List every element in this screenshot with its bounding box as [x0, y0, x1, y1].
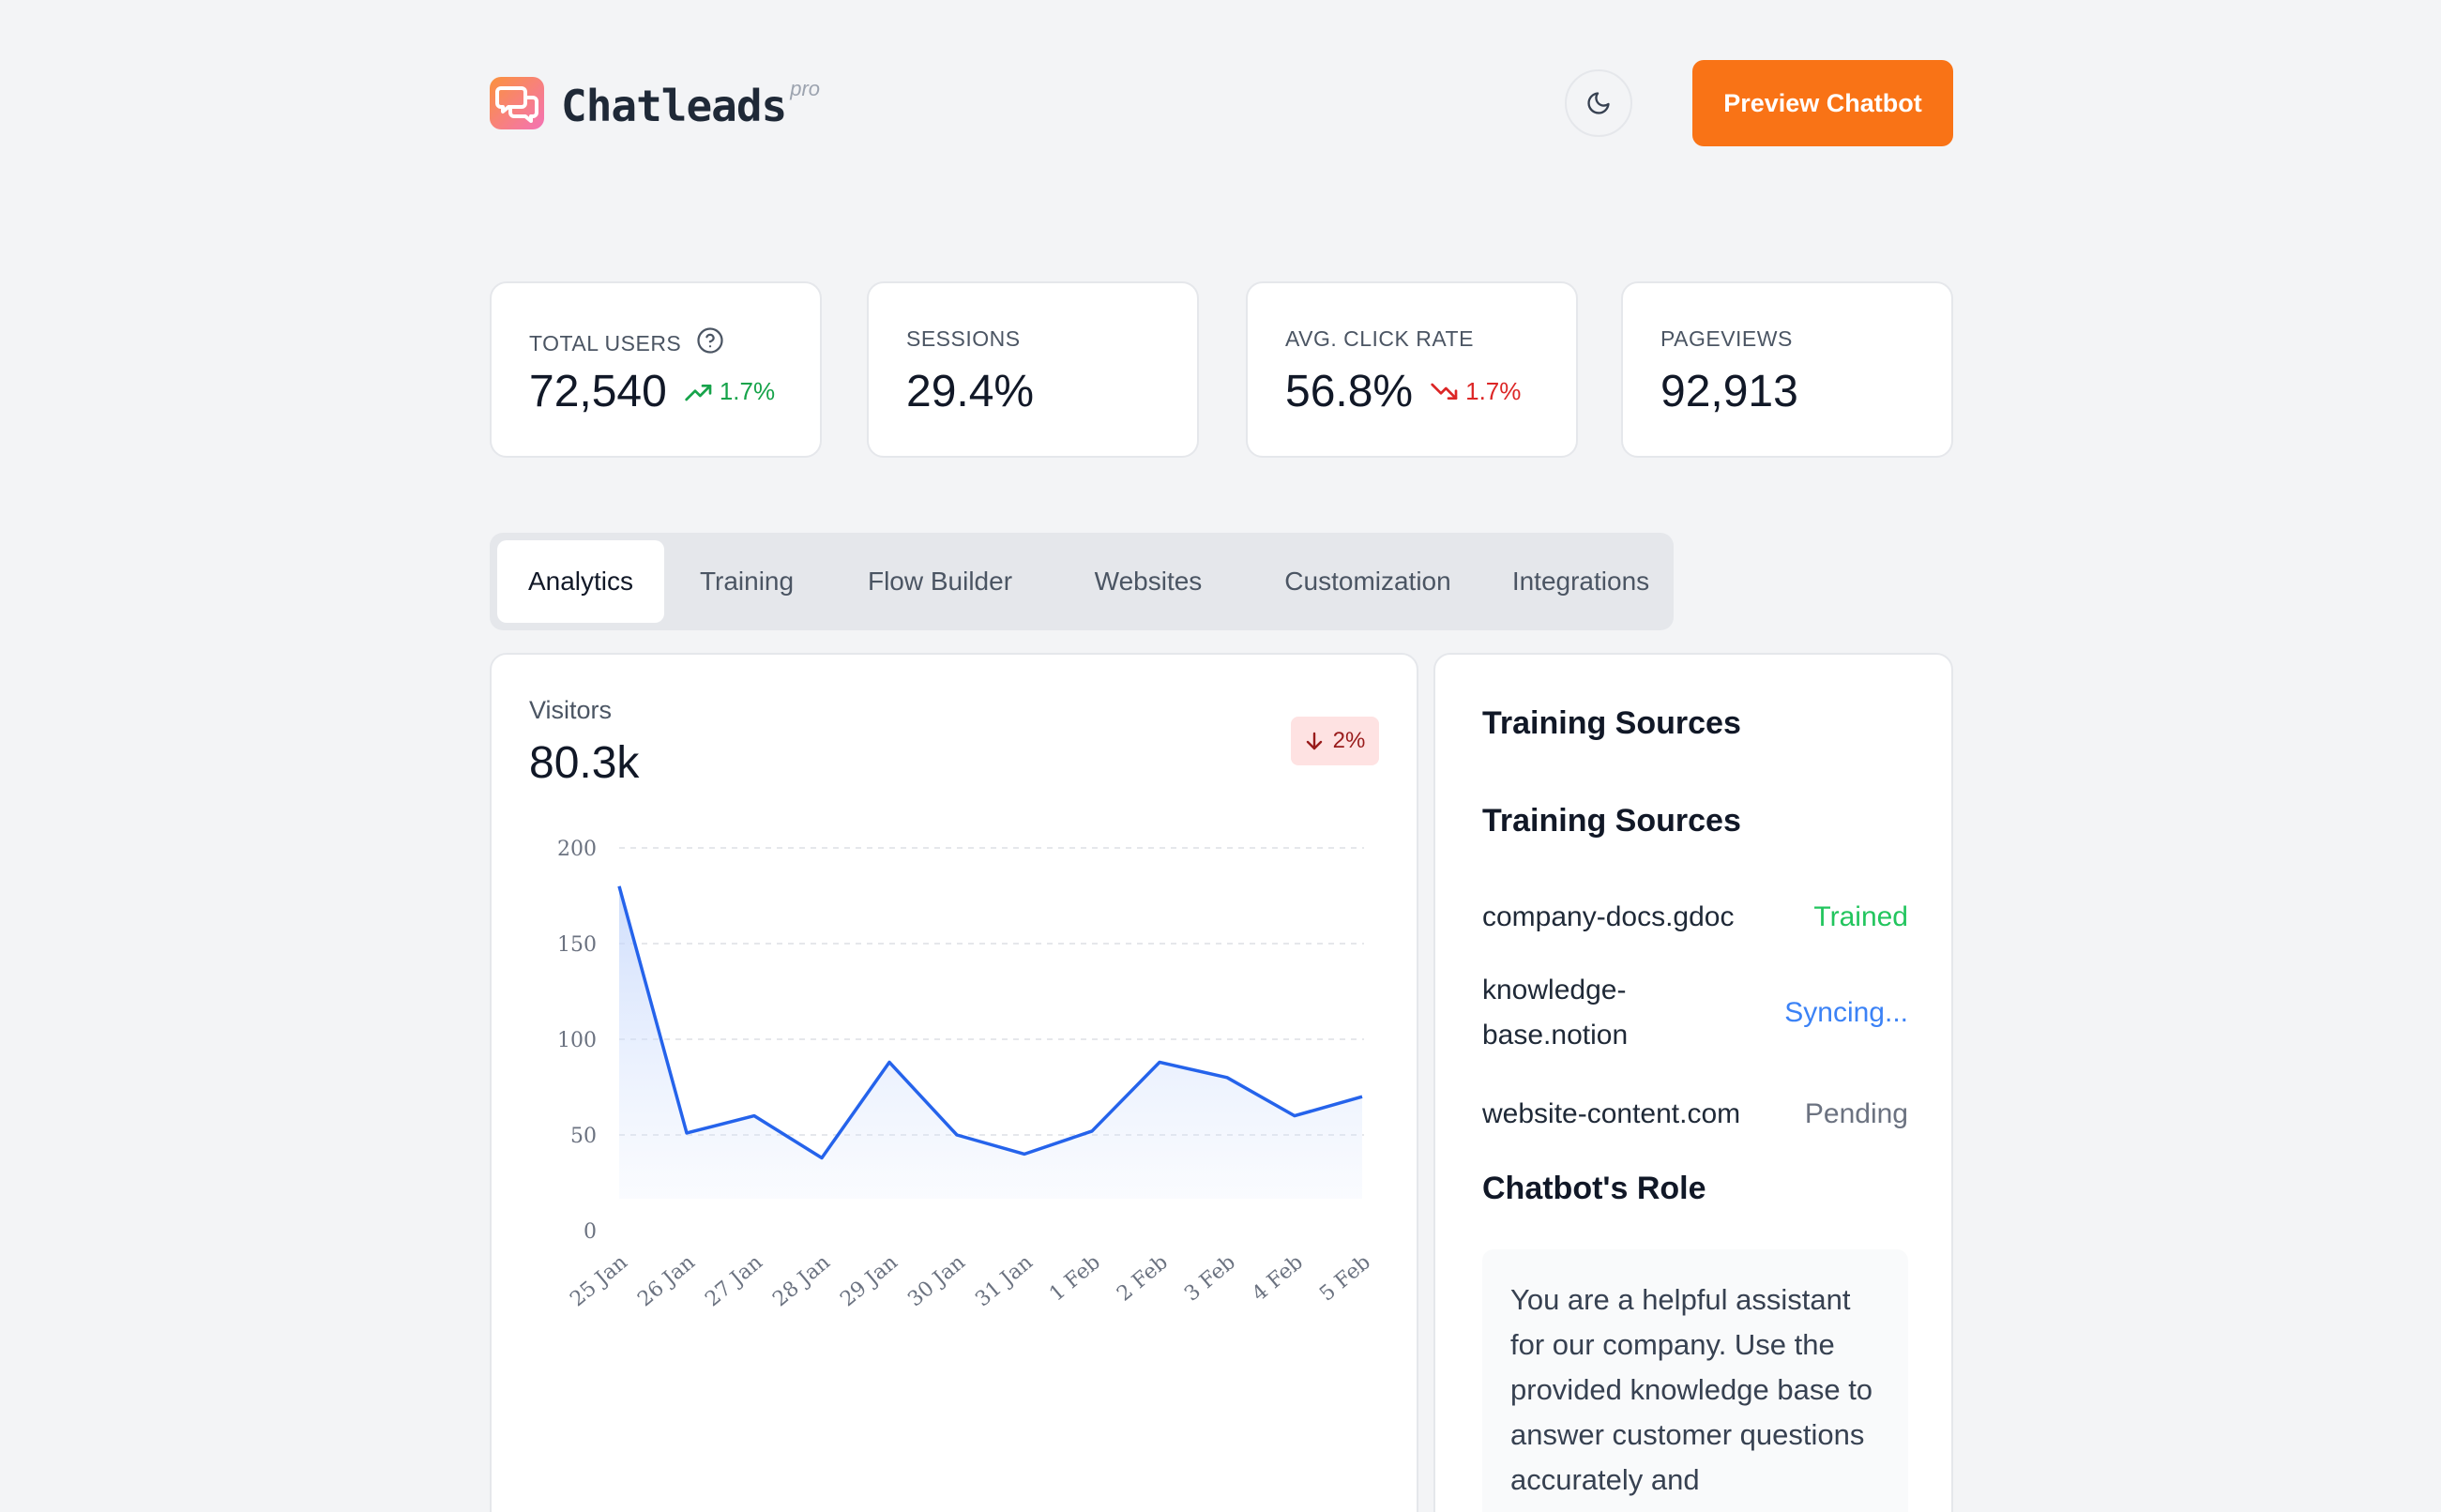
delta-down: 1.7%	[1430, 377, 1521, 406]
visitors-chart: 0 50 100 150 200 25 Jan 26 Jan 27 Jan 28 Jan 29 …	[557, 838, 1375, 1311]
source-name-line: knowledge-	[1482, 975, 1627, 1005]
tab-analytics[interactable]: Analytics	[497, 540, 664, 623]
x-tick-label: 29 Jan	[836, 1250, 902, 1311]
visitors-chart-card: Visitors 80.3k 2% 0 50 100 150 200 25 Jan 26 …	[490, 653, 1418, 1512]
delta-text: 1.7%	[1465, 377, 1522, 405]
source-row[interactable]: knowledge- base.notion Syncing...	[1482, 968, 1908, 1058]
theme-toggle-button[interactable]	[1565, 69, 1632, 137]
stat-value-text: 56.8%	[1285, 367, 1414, 416]
logo-pro-badge: pro	[790, 77, 821, 100]
stat-value: 29.4%	[906, 366, 1034, 417]
source-name: knowledge- base.notion	[1482, 968, 1628, 1058]
stat-value: 56.8% 1.7%	[1285, 366, 1521, 417]
stat-value: 92,913	[1660, 366, 1798, 417]
source-name-line: base.notion	[1482, 1020, 1629, 1051]
stat-label: TOTAL USERS	[529, 326, 724, 360]
y-tick-label: 150	[557, 933, 597, 957]
status-pending: Pending	[1804, 1098, 1908, 1129]
tab-integrations[interactable]: Integrations	[1511, 567, 1650, 596]
source-name: website-content.com	[1482, 1098, 1741, 1129]
tab-customization[interactable]: Customization	[1284, 567, 1451, 596]
source-name: company-docs.gdoc	[1482, 901, 1735, 932]
status-trained: Trained	[1813, 901, 1908, 932]
tab-websites[interactable]: Websites	[1094, 567, 1203, 596]
chatbot-role-heading: Chatbot's Role	[1482, 1171, 1706, 1206]
x-tick-label: 25 Jan	[566, 1250, 632, 1311]
trending-down-icon	[1431, 383, 1458, 400]
logo-text: Chatleads	[561, 81, 787, 131]
change-badge-text: 2%	[1332, 728, 1366, 753]
page: Chatleads pro Preview Chatbot TOTAL USER…	[490, 0, 1953, 1512]
stat-card-sessions: SESSIONS 29.4%	[867, 281, 1199, 458]
tab-flow-builder[interactable]: Flow Builder	[867, 567, 1013, 596]
tab-bar: Analytics Training Flow Builder Websites…	[490, 533, 1674, 630]
x-tick-label: 3 Feb	[1180, 1250, 1240, 1306]
chart-label: Visitors	[529, 696, 613, 724]
source-row[interactable]: website-content.com Pending	[1482, 1092, 1908, 1137]
training-sources-card: Training Sources Training Sources compan…	[1433, 653, 1953, 1512]
moon-icon	[1587, 92, 1610, 114]
x-tick-label: 28 Jan	[768, 1250, 835, 1311]
series-line	[617, 885, 1363, 1160]
area-fill	[619, 885, 1362, 1199]
stat-value-text: 72,540	[529, 367, 667, 416]
source-row[interactable]: company-docs.gdoc Trained	[1482, 895, 1908, 940]
stat-card-total-users: TOTAL USERS 72,540 1.7%	[490, 281, 822, 458]
x-tick-label: 26 Jan	[633, 1250, 700, 1311]
stat-card-pageviews: PAGEVIEWS 92,913	[1621, 281, 1953, 458]
header: Chatleads pro Preview Chatbot	[490, 60, 1953, 146]
x-tick-label: 1 Feb	[1045, 1250, 1105, 1306]
y-tick-label: 0	[584, 1220, 597, 1244]
help-circle-icon[interactable]	[696, 326, 724, 360]
status-syncing: Syncing...	[1784, 997, 1908, 1028]
tab-training[interactable]: Training	[699, 567, 795, 596]
chat-bubbles-icon	[490, 77, 544, 129]
stats-row: TOTAL USERS 72,540 1.7%	[490, 281, 1953, 458]
x-tick-label: 31 Jan	[971, 1250, 1038, 1311]
stat-card-avg-click-rate: AVG. CLICK RATE 56.8% 1.7%	[1246, 281, 1578, 458]
preview-chatbot-button[interactable]: Preview Chatbot	[1692, 60, 1953, 146]
trending-up-icon	[685, 384, 712, 401]
delta-text: 1.7%	[719, 377, 776, 405]
stat-value: 72,540 1.7%	[529, 366, 775, 417]
stat-label: PAGEVIEWS	[1660, 326, 1793, 351]
x-tick-label: 30 Jan	[903, 1250, 970, 1311]
training-sources-subheading: Training Sources	[1482, 803, 1741, 839]
stat-label-text: TOTAL USERS	[529, 330, 682, 355]
delta-up: 1.7%	[684, 377, 775, 406]
stat-value-text: 92,913	[1660, 367, 1798, 416]
logo[interactable]: Chatleads pro	[490, 77, 820, 131]
chatbot-role-textarea[interactable]: You are a helpful assistant for our comp…	[1482, 1249, 1908, 1512]
x-tick-label: 27 Jan	[701, 1250, 767, 1311]
x-tick-label: 2 Feb	[1113, 1250, 1173, 1306]
arrow-down-icon	[1306, 732, 1322, 750]
change-badge: 2%	[1291, 717, 1379, 765]
x-tick-label: 5 Feb	[1315, 1250, 1375, 1306]
y-tick-label: 50	[570, 1125, 597, 1148]
y-tick-label: 200	[557, 838, 597, 861]
chart-value: 80.3k	[529, 738, 640, 788]
stat-value-text: 29.4%	[906, 367, 1035, 416]
x-tick-label: 4 Feb	[1248, 1250, 1308, 1306]
y-tick-label: 100	[557, 1029, 597, 1052]
stat-label: AVG. CLICK RATE	[1285, 326, 1474, 351]
stat-label: SESSIONS	[906, 326, 1021, 351]
training-sources-heading: Training Sources	[1482, 705, 1741, 741]
